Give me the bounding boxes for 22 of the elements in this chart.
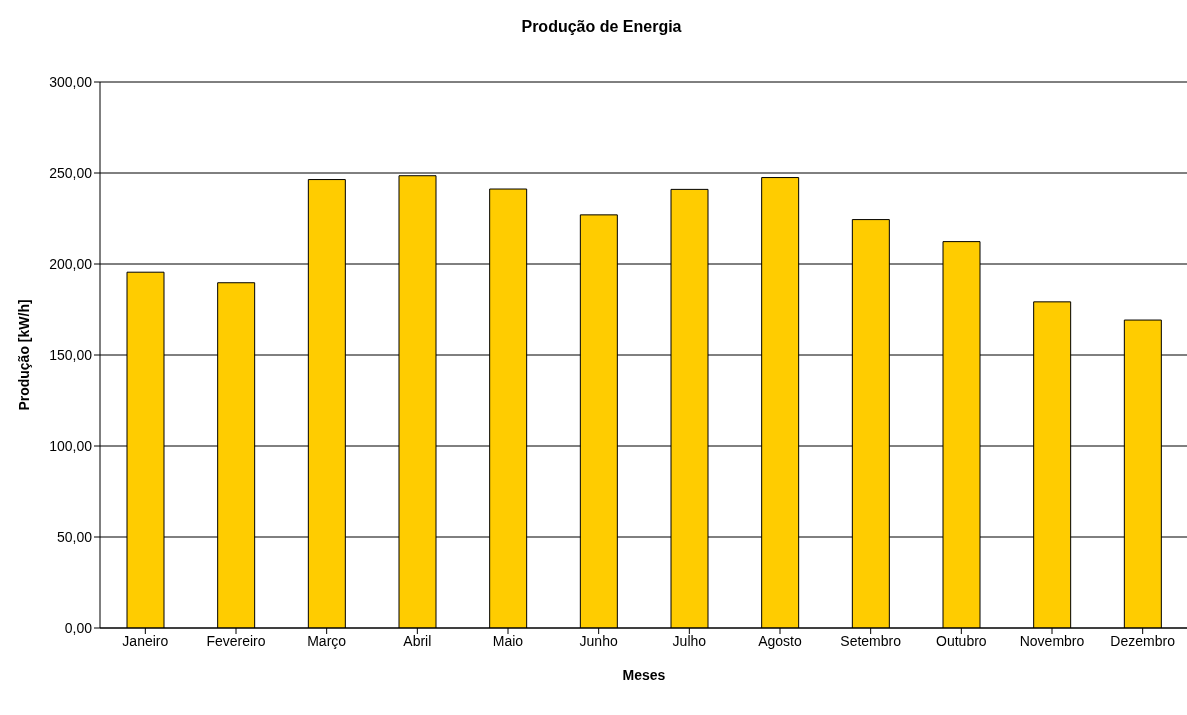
y-tick-label: 200,00 xyxy=(49,255,93,272)
x-tick-label: Julho xyxy=(672,632,707,649)
x-tick-label: Fevereiro xyxy=(206,632,266,649)
x-tick-label: Agosto xyxy=(758,632,802,649)
y-tick-label: 100,00 xyxy=(49,437,93,454)
x-tick-label: Novembro xyxy=(1019,632,1085,649)
y-tick-label: 300,00 xyxy=(49,73,93,90)
x-tick-label: Maio xyxy=(492,632,524,649)
x-tick-label: Dezembro xyxy=(1110,632,1176,649)
chart-title: Produção de Energia xyxy=(520,18,683,36)
x-tick-label: Abril xyxy=(403,632,432,649)
x-tick-label: Setembro xyxy=(840,632,902,649)
x-tick-label: Junho xyxy=(579,632,618,649)
x-tick-label: Outubro xyxy=(936,632,987,649)
x-tick-label: Janeiro xyxy=(122,632,169,649)
y-tick-label: 150,00 xyxy=(49,346,93,363)
y-axis-title: Produção [kW/h] xyxy=(15,299,32,411)
y-tick-label: 0,00 xyxy=(64,619,93,636)
x-axis-title: Meses xyxy=(622,667,666,683)
x-tick-label: Março xyxy=(307,632,347,649)
y-tick-label: 250,00 xyxy=(49,164,93,181)
y-tick-label: 50,00 xyxy=(56,528,93,545)
